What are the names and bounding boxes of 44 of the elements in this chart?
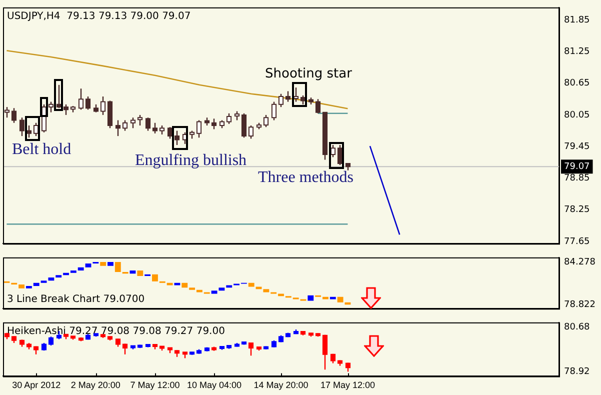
bar	[263, 289, 270, 292]
bar	[78, 267, 84, 271]
bar	[48, 277, 54, 281]
y-tick-label: 80.68	[564, 322, 590, 332]
bar	[114, 262, 121, 272]
annotation: Engulfing bullish	[135, 152, 247, 170]
x-tick-label: 30 Apr 2012	[12, 380, 61, 390]
y-tick-label: 78.85	[564, 174, 590, 184]
y-tick-label: 81.85	[564, 15, 590, 26]
chart-title: Heiken-Ashi 79.27 79.08 79.08 79.27 79.00	[7, 326, 225, 337]
bar	[182, 282, 188, 288]
bar	[100, 262, 106, 266]
y-tick-label: 78.822	[564, 300, 596, 310]
bar	[248, 282, 254, 287]
bar	[337, 296, 344, 302]
ref-line-label: 79.07	[564, 162, 590, 172]
y-tick-label: 80.05	[564, 110, 590, 120]
y-tick-label: 78.92	[564, 366, 590, 377]
bar	[137, 270, 144, 276]
y-tick-label: 78.25	[564, 205, 590, 216]
annotation: Belt hold	[12, 141, 72, 158]
bar	[108, 262, 114, 266]
x-tick-label: 2 May 20:00	[70, 380, 120, 390]
y-tick-label: 80.65	[564, 78, 590, 89]
text: 3 Line Break Chart 79.0700	[7, 294, 145, 306]
x-tick-label: 7 May 12:00	[130, 380, 180, 390]
bar	[152, 274, 158, 282]
bar	[211, 290, 218, 294]
bar	[308, 295, 314, 301]
bar	[226, 285, 232, 288]
x-tick-label: 14 May 20:00	[254, 380, 308, 390]
chart-title: USDJPY,H4 79.13 79.13 79.00 79.07	[7, 10, 191, 22]
x-tick-label: 10 May 04:00	[187, 380, 242, 390]
bar	[218, 288, 225, 291]
bar	[18, 284, 24, 288]
bar	[85, 264, 92, 268]
y-tick-label: 77.65	[564, 236, 590, 247]
y-tick-label: 84.278	[564, 257, 596, 268]
annotation: Shooting star	[265, 66, 353, 82]
bar	[33, 282, 40, 286]
annotation: Three methods	[258, 169, 354, 186]
x-tick-label: 17 May 12:00	[320, 380, 375, 390]
y-tick-label: 81.25	[564, 47, 590, 58]
y-tick-label: 79.45	[564, 142, 590, 152]
